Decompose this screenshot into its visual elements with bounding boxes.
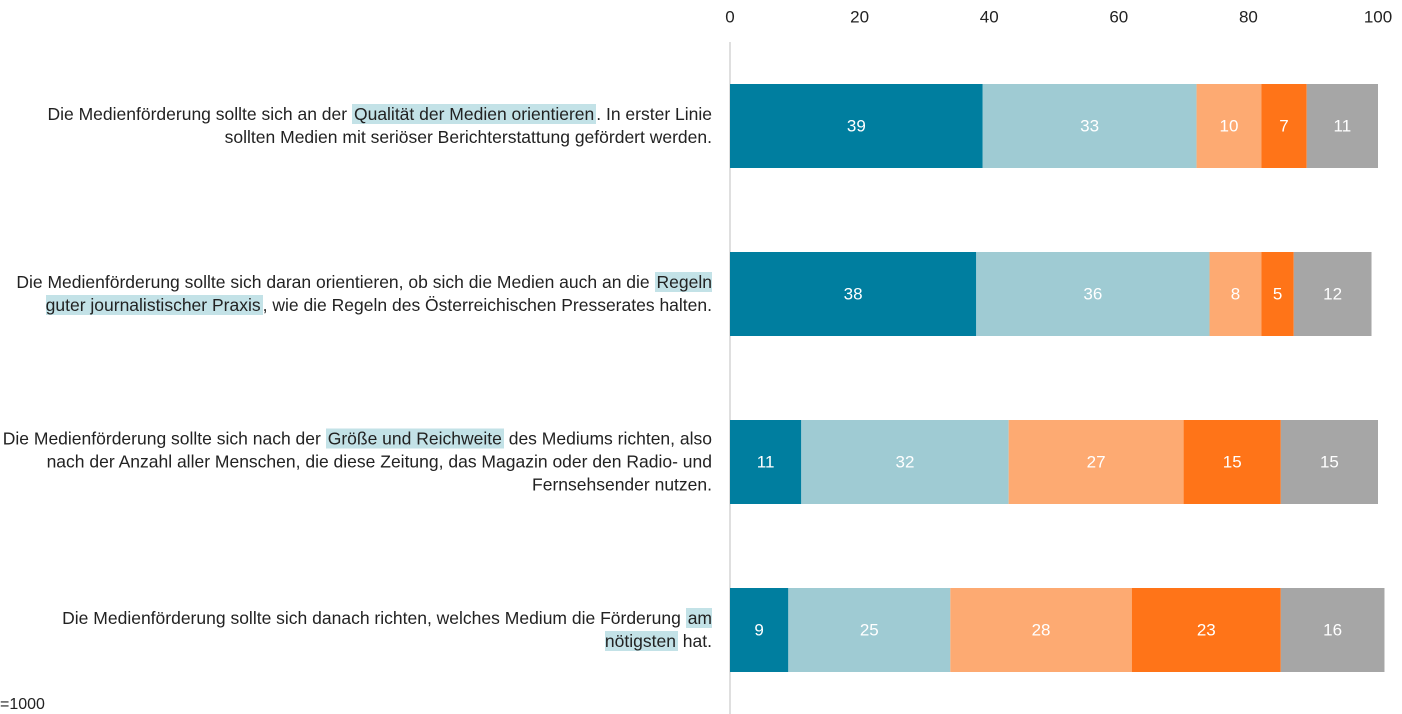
x-tick-label: 100 — [1364, 7, 1392, 26]
bar-segment — [1209, 252, 1262, 336]
bar-segment — [1008, 420, 1184, 504]
bar-segment — [788, 588, 951, 672]
value-label: 5 — [1273, 284, 1282, 303]
bar-segment — [1261, 252, 1294, 336]
category-label: Die Medienförderung sollte sich daran or… — [16, 272, 712, 315]
highlight: Regeln guter journalistischer Praxis — [45, 272, 712, 315]
bar-segment — [730, 252, 977, 336]
value-label: 33 — [1080, 116, 1099, 135]
category-label: Die Medienförderung sollte sich an der Q… — [47, 104, 712, 147]
bar-segment — [801, 420, 1009, 504]
bar-segment — [730, 588, 789, 672]
category-label: Die Medienförderung sollte sich nach der… — [2, 428, 712, 495]
value-label: 23 — [1197, 620, 1216, 639]
x-tick-label: 80 — [1239, 7, 1258, 26]
x-tick-label: 60 — [1109, 7, 1128, 26]
value-label: 8 — [1231, 284, 1240, 303]
value-label: 11 — [1334, 116, 1352, 135]
value-label: 7 — [1279, 116, 1288, 135]
value-label: 12 — [1323, 284, 1342, 303]
value-label: 9 — [754, 620, 763, 639]
highlight: am nötigsten — [604, 608, 712, 651]
highlight: Qualität der Medien orientieren — [351, 104, 597, 124]
value-label: 15 — [1223, 452, 1242, 471]
bar-segment — [1280, 588, 1385, 672]
value-label: 36 — [1083, 284, 1102, 303]
bar-segment — [1280, 420, 1378, 504]
x-tick-label: 40 — [980, 7, 999, 26]
value-label: 38 — [844, 284, 863, 303]
value-label: 28 — [1032, 620, 1051, 639]
bar-segment — [730, 420, 802, 504]
highlight: Größe und Reichweite — [325, 428, 504, 449]
value-label: 39 — [847, 116, 866, 135]
value-label: 11 — [757, 452, 775, 471]
value-label: 27 — [1087, 452, 1106, 471]
value-label: 16 — [1323, 620, 1342, 639]
bar-segment — [1196, 84, 1262, 168]
note: =1000 — [0, 696, 45, 713]
category-label: Die Medienförderung sollte sich danach r… — [62, 608, 712, 651]
bar-segment — [1306, 84, 1378, 168]
bar-segment — [950, 588, 1132, 672]
value-label: 32 — [895, 452, 914, 471]
x-tick-label: 20 — [850, 7, 869, 26]
x-tick-label: 0 — [725, 7, 734, 26]
bar-segment — [730, 84, 983, 168]
bar-segment — [1261, 84, 1307, 168]
bar-segment — [982, 84, 1197, 168]
value-label: 10 — [1219, 116, 1238, 135]
bar-segment — [1183, 420, 1281, 504]
value-label: 15 — [1320, 452, 1339, 471]
bar-segment — [1293, 252, 1372, 336]
bar-segment — [976, 252, 1210, 336]
bar-segment — [1131, 588, 1281, 672]
value-label: 25 — [860, 620, 879, 639]
